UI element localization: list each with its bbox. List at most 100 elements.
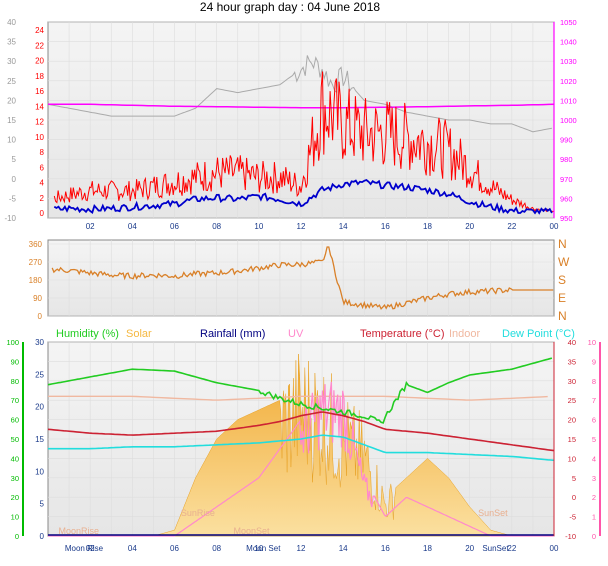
x-tick-label: 12 bbox=[297, 222, 306, 231]
uv-tick: 8 bbox=[592, 377, 596, 386]
x-tick-label-bottom: 04 bbox=[128, 544, 137, 553]
x-tick-label-bottom: 00 bbox=[550, 544, 559, 553]
uv-tick: 6 bbox=[592, 416, 596, 425]
series-line-windspeed bbox=[53, 71, 554, 213]
compass-tick: S bbox=[558, 273, 566, 287]
humidity-tick: 80 bbox=[11, 377, 19, 386]
x-tick-label-bottom: 22 bbox=[507, 544, 516, 553]
humidity-tick: 60 bbox=[11, 416, 19, 425]
temperature-tick: -10 bbox=[565, 532, 576, 541]
temperature-tick: 0 bbox=[572, 493, 576, 502]
compass-tick: N bbox=[558, 309, 567, 323]
uv-tick: 4 bbox=[592, 454, 596, 463]
wind-tick-red: 14 bbox=[35, 102, 44, 111]
wind-tick-gray: 20 bbox=[7, 96, 16, 105]
series-line-temperature bbox=[47, 411, 555, 452]
series-line-wind-direction bbox=[51, 246, 554, 310]
x-tick-label: 14 bbox=[339, 222, 348, 231]
temperature-tick: 5 bbox=[572, 474, 576, 483]
wind-tick-gray: -5 bbox=[9, 194, 17, 203]
barometer-tick: 1000 bbox=[560, 116, 577, 125]
wind-tick-gray: 25 bbox=[7, 77, 16, 86]
temperature-tick: 10 bbox=[568, 454, 576, 463]
uv-tick: 1 bbox=[592, 513, 596, 522]
x-tick-label: 22 bbox=[507, 222, 516, 231]
wind-tick-red: 12 bbox=[35, 118, 44, 127]
humidity-tick: 50 bbox=[11, 435, 19, 444]
grid-lines bbox=[48, 21, 554, 537]
barometer-tick: 1010 bbox=[560, 96, 577, 105]
direction-tick: 270 bbox=[29, 258, 43, 267]
wind-tick-gray: 40 bbox=[7, 18, 16, 27]
x-tick-label: 20 bbox=[465, 222, 474, 231]
compass-tick: E bbox=[558, 291, 566, 305]
wind-tick-gray: 5 bbox=[12, 155, 17, 164]
barometer-tick: 950 bbox=[560, 214, 573, 223]
series-line-wind-average bbox=[53, 178, 553, 215]
x-tick-label: 08 bbox=[212, 222, 221, 231]
x-tick-label: 18 bbox=[423, 222, 432, 231]
barometer-tick: 960 bbox=[560, 194, 573, 203]
rain-tick: 0 bbox=[40, 532, 45, 541]
astro-marker: SunRise bbox=[181, 508, 215, 518]
direction-tick: 360 bbox=[29, 240, 43, 249]
rain-tick: 15 bbox=[35, 435, 44, 444]
x-tick-label: 16 bbox=[381, 222, 390, 231]
humidity-tick: 10 bbox=[11, 513, 19, 522]
wind-tick-gray: 15 bbox=[7, 116, 16, 125]
barometer-tick: 1040 bbox=[560, 38, 577, 47]
wind-tick-red: 16 bbox=[35, 87, 44, 96]
x-tick-label-bottom: 06 bbox=[170, 544, 179, 553]
x-tick-label-bottom: 02 bbox=[86, 544, 95, 553]
series-line-humidity bbox=[47, 357, 553, 424]
astro-marker: SunSet bbox=[478, 508, 508, 518]
legend-label-dewpoint: Dew Point (°C) bbox=[502, 328, 575, 340]
x-tick-label: 04 bbox=[128, 222, 137, 231]
wind-tick-red: 4 bbox=[40, 179, 45, 188]
temperature-tick: 40 bbox=[568, 338, 576, 347]
astro-marker-axis: Moon Rise bbox=[65, 544, 104, 553]
uv-tick: 0 bbox=[592, 532, 596, 541]
temperature-tick: 25 bbox=[568, 396, 576, 405]
rain-tick: 25 bbox=[35, 370, 44, 379]
x-tick-label: 02 bbox=[86, 222, 95, 231]
legend-label-temperature: Temperature (°C) bbox=[360, 328, 444, 340]
barometer-tick: 1020 bbox=[560, 77, 577, 86]
x-tick-label: 00 bbox=[550, 222, 559, 231]
uv-tick: 9 bbox=[592, 357, 596, 366]
wind-tick-red: 0 bbox=[40, 209, 45, 218]
legend-label-humidity: Humidity (%) bbox=[56, 328, 119, 340]
uv-tick: 10 bbox=[588, 338, 596, 347]
barometer-tick: 980 bbox=[560, 155, 573, 164]
wind-tick-red: 24 bbox=[35, 26, 44, 35]
wind-tick-red: 8 bbox=[40, 148, 45, 157]
wind-tick-red: 6 bbox=[40, 163, 45, 172]
legend-label-solar: Solar bbox=[126, 328, 152, 340]
temperature-tick: 15 bbox=[568, 435, 576, 444]
temperature-tick: 35 bbox=[568, 357, 576, 366]
humidity-tick: 30 bbox=[11, 474, 19, 483]
series-line-uv bbox=[48, 381, 554, 537]
barometer-tick: 1050 bbox=[560, 18, 577, 27]
rain-tick: 20 bbox=[35, 403, 44, 412]
barometer-tick: 1030 bbox=[560, 57, 577, 66]
wind-tick-gray: -10 bbox=[4, 214, 16, 223]
x-tick-label-bottom: 16 bbox=[381, 544, 390, 553]
uv-tick: 5 bbox=[592, 435, 596, 444]
wind-tick-gray: 30 bbox=[7, 57, 16, 66]
direction-tick: 0 bbox=[38, 312, 43, 321]
humidity-tick: 90 bbox=[11, 357, 19, 366]
series-line-gray-wind-gust bbox=[47, 55, 552, 133]
astro-marker-axis: Moon Set bbox=[246, 544, 281, 553]
legend-label-uv: UV bbox=[288, 328, 304, 340]
x-tick-label: 10 bbox=[254, 222, 263, 231]
x-tick-label-bottom: 18 bbox=[423, 544, 432, 553]
x-tick-label-bottom: 10 bbox=[254, 544, 263, 553]
uv-tick: 3 bbox=[592, 474, 596, 483]
x-tick-label-bottom: 20 bbox=[465, 544, 474, 553]
wind-tick-red: 22 bbox=[35, 41, 44, 50]
humidity-tick: 20 bbox=[11, 493, 19, 502]
wind-tick-red: 18 bbox=[35, 72, 44, 81]
